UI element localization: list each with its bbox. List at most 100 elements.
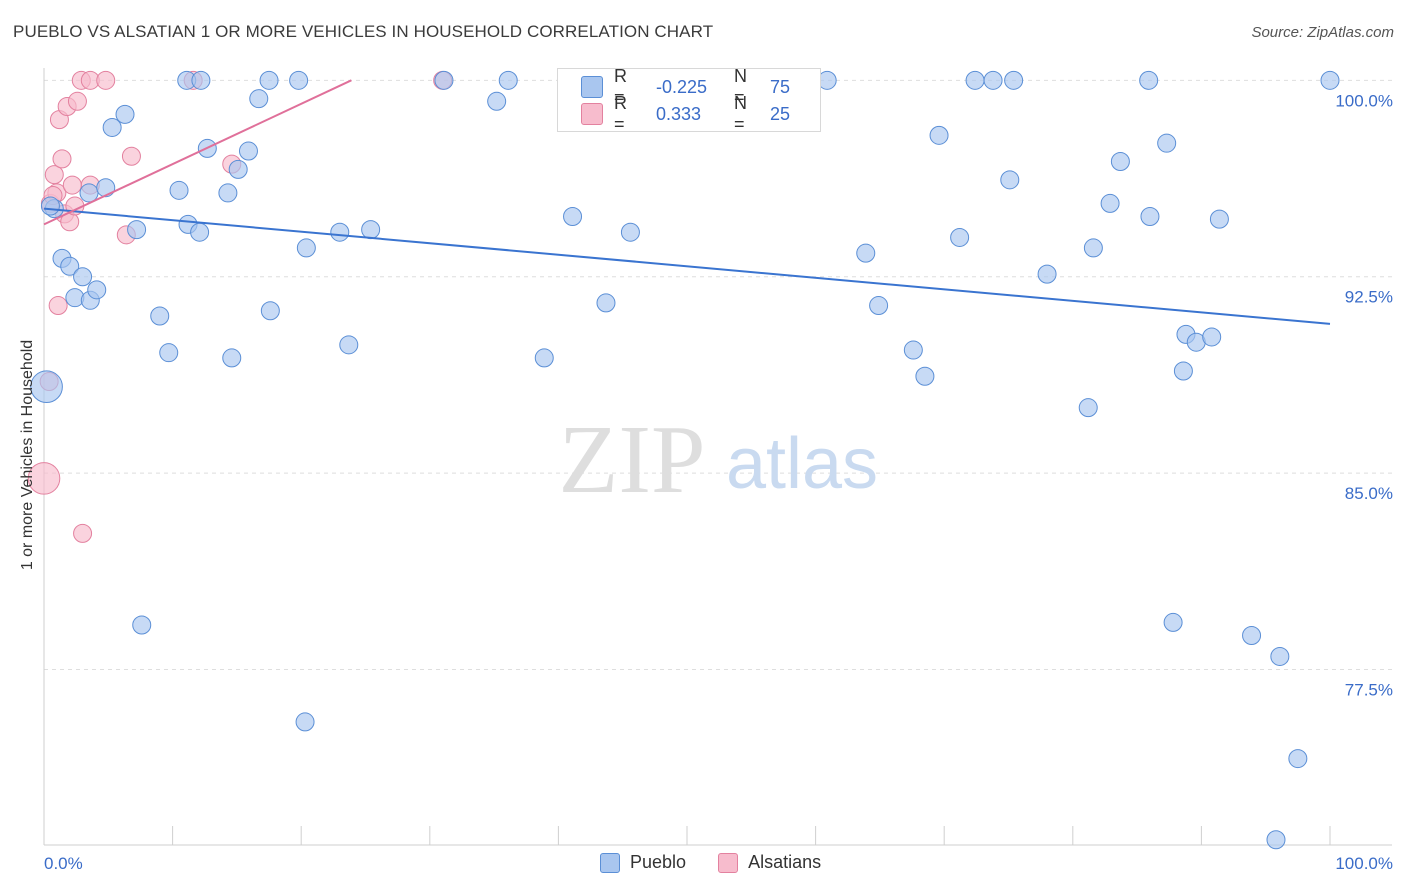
pueblo-point xyxy=(96,178,116,198)
y-tick-label: 77.5% xyxy=(1345,681,1393,700)
alsatian-n-label: N = xyxy=(734,93,747,134)
legend-item-pueblo[interactable]: Pueblo xyxy=(600,852,686,873)
pueblo-point xyxy=(1242,626,1262,646)
pueblo-point xyxy=(1078,398,1098,418)
pueblo-point xyxy=(191,70,211,90)
pueblo-point xyxy=(289,70,309,90)
pueblo-point xyxy=(856,243,876,263)
pueblo-point xyxy=(903,340,923,360)
pueblo-point xyxy=(1266,830,1286,850)
pueblo-point xyxy=(296,238,316,258)
pueblo-point xyxy=(1140,207,1160,227)
pueblo-point xyxy=(30,370,63,404)
pueblo-point xyxy=(228,159,248,179)
pueblo-point xyxy=(40,196,60,216)
pueblo-point xyxy=(950,227,970,247)
pueblo-point xyxy=(87,280,107,300)
stats-legend: R = -0.225 N = 75 R = 0.333 N = 25 xyxy=(557,66,821,134)
alsatian-point xyxy=(27,462,61,495)
alsatian-point xyxy=(48,296,68,316)
pueblo-point xyxy=(983,70,1003,90)
legend-alsatians-label: Alsatians xyxy=(748,852,822,872)
pueblo-point xyxy=(1139,70,1159,90)
pueblo-point xyxy=(169,180,189,200)
bottom-legend: Pueblo Alsatians xyxy=(600,852,853,873)
pueblo-point xyxy=(1157,133,1177,153)
alsatian-swatch xyxy=(581,103,603,125)
pueblo-n-value: 75 xyxy=(770,76,791,97)
watermark-atlas: atlas xyxy=(726,424,878,504)
pueblo-point xyxy=(339,335,359,355)
pueblo-point xyxy=(1288,749,1308,769)
pueblo-point xyxy=(330,222,350,242)
legend-pueblo-swatch xyxy=(600,852,620,873)
pueblo-point xyxy=(65,288,85,308)
alsatian-point xyxy=(96,70,116,90)
source-label: Source: ZipAtlas.com xyxy=(1251,24,1394,41)
pueblo-point xyxy=(1202,327,1222,347)
pueblo-point xyxy=(127,220,147,240)
watermark-zip: ZIP xyxy=(559,406,706,514)
legend-alsatians-swatch xyxy=(718,852,739,873)
alsatian-r-label: R = xyxy=(614,93,627,134)
x-tick-label-min: 0.0% xyxy=(44,854,83,873)
y-tick-label: 100.0% xyxy=(1335,91,1393,110)
pueblo-point xyxy=(1000,170,1020,190)
pueblo-point xyxy=(218,183,238,203)
pueblo-point xyxy=(60,256,80,276)
watermark: ZIP atlas xyxy=(559,406,879,514)
pueblo-point xyxy=(929,125,949,145)
alsatian-n-value: 25 xyxy=(770,103,791,124)
pueblo-point xyxy=(1100,193,1120,213)
x-tick-label-max: 100.0% xyxy=(1335,854,1393,873)
alsatian-point xyxy=(121,146,141,166)
tick-labels: 77.5% 85.0% 92.5% 100.0% 0.0% 100.0% xyxy=(44,91,1393,873)
alsatian-point xyxy=(73,523,93,543)
trend-lines xyxy=(43,79,1331,325)
pueblo-point xyxy=(115,104,135,124)
pueblo-point xyxy=(869,296,889,316)
pueblo-point xyxy=(596,293,616,313)
pueblo-point xyxy=(1209,209,1229,229)
pueblo-point xyxy=(965,70,985,90)
pueblo-point xyxy=(1037,264,1057,284)
alsatian-point xyxy=(44,165,64,185)
pueblo-point xyxy=(361,220,381,240)
pueblo-point xyxy=(1320,70,1340,90)
pueblo-point xyxy=(534,348,554,368)
legend-item-alsatians[interactable]: Alsatians xyxy=(718,852,821,873)
pueblo-point xyxy=(259,70,279,90)
pueblo-point xyxy=(915,366,935,386)
y-axis-label: 1 or more Vehicles in Household xyxy=(19,339,36,571)
pueblo-n-label: N = xyxy=(734,66,747,107)
pueblo-point xyxy=(563,207,583,227)
pueblo-point xyxy=(498,70,518,90)
pueblo-point xyxy=(620,222,640,242)
pueblo-point xyxy=(295,712,315,732)
alsatian-point xyxy=(67,91,87,111)
pueblo-point xyxy=(1173,361,1193,381)
pueblo-point xyxy=(190,222,210,242)
pueblo-point xyxy=(159,343,179,363)
pueblo-r-value: -0.225 xyxy=(656,76,708,97)
pueblo-point xyxy=(1163,612,1183,632)
y-tick-label: 92.5% xyxy=(1345,288,1393,307)
y-tick-label: 85.0% xyxy=(1345,484,1393,503)
pueblo-point xyxy=(222,348,242,368)
pueblo-point xyxy=(1083,238,1103,258)
pueblo-point xyxy=(487,91,507,111)
alsatian-r-value: 0.333 xyxy=(656,103,702,124)
pueblo-point xyxy=(150,306,170,326)
pueblo-point xyxy=(260,301,280,321)
pueblo-point xyxy=(249,89,269,109)
pueblo-trend-line xyxy=(43,207,1331,325)
pueblo-point xyxy=(73,267,93,287)
chart-title: PUEBLO VS ALSATIAN 1 OR MORE VEHICLES IN… xyxy=(13,22,714,41)
pueblo-r-label: R = xyxy=(614,66,627,107)
pueblo-point xyxy=(132,615,152,635)
pueblo-point xyxy=(1270,646,1290,666)
pueblo-point xyxy=(238,141,258,161)
pueblo-points xyxy=(30,70,1340,850)
pueblo-point xyxy=(102,117,122,137)
